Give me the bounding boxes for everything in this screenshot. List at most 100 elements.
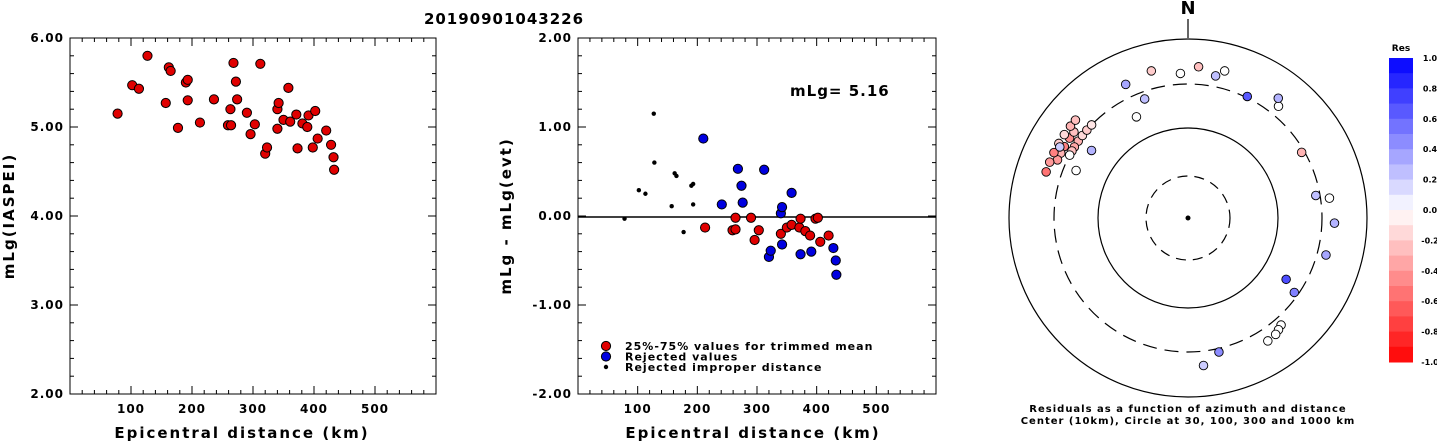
colorbar-label: 0.8 bbox=[1423, 84, 1437, 93]
colorbar-label: 0.0 bbox=[1423, 206, 1437, 215]
station-point bbox=[1071, 165, 1081, 176]
colorbar-cell bbox=[1389, 179, 1413, 196]
magnitude-point bbox=[133, 83, 145, 94]
rejected-distance-point bbox=[643, 191, 648, 196]
magnitude-point bbox=[261, 142, 273, 153]
station-point bbox=[1175, 68, 1186, 79]
rejected-value-point bbox=[716, 199, 727, 210]
axis-ticks: 100 200 300 400 500 2.00 3.00 4.00 5.00 6.00 bbox=[30, 31, 436, 416]
rejected-value-point bbox=[736, 180, 747, 191]
station-residual-points bbox=[1041, 62, 1340, 371]
rejected-distance-point bbox=[622, 216, 627, 221]
station-point bbox=[1059, 129, 1070, 140]
trimmed-mean-point bbox=[730, 224, 741, 235]
trimmed-mean-point bbox=[815, 236, 826, 247]
magnitude-point bbox=[302, 121, 313, 133]
colorbar-label: -0.6 bbox=[1421, 297, 1437, 306]
colorbar-cell bbox=[1389, 270, 1413, 287]
x-tick-label: 300 bbox=[239, 402, 267, 416]
rejected-distance-point bbox=[652, 160, 657, 165]
station-point bbox=[1120, 79, 1131, 90]
event-magnitude-annotation: mLg= 5.16 bbox=[790, 82, 890, 100]
y-tick-label: 6.00 bbox=[30, 31, 64, 45]
magnitude-point bbox=[272, 123, 283, 134]
legend-marker bbox=[600, 351, 612, 362]
station-point bbox=[1263, 336, 1273, 346]
station-point bbox=[1273, 101, 1284, 111]
magnitude-point bbox=[208, 94, 220, 105]
trimmed-mean-point bbox=[823, 230, 834, 241]
colorbar-label: -0.4 bbox=[1421, 267, 1437, 276]
rejected-distance-point bbox=[669, 204, 674, 209]
outer-circle-1000km bbox=[1008, 38, 1368, 398]
magnitude-point bbox=[283, 82, 294, 93]
magnitude-point bbox=[321, 125, 332, 136]
legend-marker bbox=[603, 364, 609, 370]
station-point bbox=[1296, 147, 1307, 158]
y-axis-label: mLg - mLg(evt) bbox=[497, 137, 515, 294]
rejected-distance-point bbox=[636, 187, 642, 193]
azimuth-residual-polar-plot: N Residuals as a function of azimuth and… bbox=[1008, 0, 1437, 427]
x-tick-label: 400 bbox=[300, 402, 328, 416]
station-point bbox=[1329, 218, 1340, 228]
magnitude-point bbox=[225, 104, 236, 115]
station-point bbox=[1055, 142, 1065, 152]
magnitude-point bbox=[160, 97, 171, 109]
colorbar-cell bbox=[1389, 210, 1413, 226]
circle-300km bbox=[1053, 83, 1323, 353]
magnitude-point bbox=[228, 57, 239, 69]
colorbar-cell bbox=[1389, 240, 1413, 257]
magnitude-point bbox=[307, 142, 318, 153]
colorbar-label: -0.2 bbox=[1421, 236, 1437, 245]
magnitude-point bbox=[225, 120, 237, 131]
rejected-value-point bbox=[732, 163, 744, 174]
station-point bbox=[1131, 112, 1142, 122]
magnitude-point bbox=[291, 109, 302, 120]
magnitude-point bbox=[182, 95, 193, 106]
colorbar-label: 1.0 bbox=[1423, 54, 1437, 63]
station-point bbox=[1146, 66, 1157, 76]
magnitude-point bbox=[325, 139, 337, 150]
station-point bbox=[1324, 193, 1335, 203]
magnitude-point bbox=[182, 74, 193, 85]
north-label: N bbox=[1180, 0, 1195, 19]
station-point bbox=[1065, 121, 1076, 131]
station-point bbox=[1289, 287, 1300, 298]
x-tick-label: 400 bbox=[803, 402, 831, 416]
colorbar-cell bbox=[1389, 286, 1413, 302]
x-axis-label: Epicentral distance (km) bbox=[625, 424, 880, 441]
magnitude-point bbox=[273, 97, 284, 109]
colorbar-label: -0.8 bbox=[1421, 328, 1437, 337]
caption-line-2: Center (10km), Circle at 30, 100, 300 an… bbox=[1021, 416, 1356, 427]
legend-label: 25%-75% values for trimmed mean bbox=[625, 340, 873, 353]
station-point bbox=[1242, 91, 1253, 102]
rejected-value-point bbox=[786, 187, 797, 198]
station-point bbox=[1198, 360, 1209, 371]
residual-vs-distance-plot: 100 200 300 400 500 -2.00 -1.00 0.00 1.00 2.00 mL… bbox=[497, 31, 937, 442]
magnitude-point bbox=[165, 65, 176, 77]
legend-marker bbox=[600, 340, 612, 352]
y-tick-label: 3.00 bbox=[30, 298, 64, 312]
data-points bbox=[112, 50, 340, 175]
colorbar-cell bbox=[1389, 103, 1413, 120]
station-point bbox=[1139, 94, 1150, 104]
magnitude-point bbox=[310, 105, 321, 117]
trimmed-mean-point bbox=[805, 230, 816, 241]
y-tick-label: 0.00 bbox=[538, 209, 572, 223]
station-point bbox=[1193, 62, 1204, 72]
x-tick-label: 300 bbox=[743, 402, 771, 416]
station-point bbox=[1214, 347, 1224, 357]
colorbar-cell bbox=[1389, 316, 1413, 333]
colorbar-cell bbox=[1389, 73, 1413, 89]
colorbar-cell bbox=[1389, 225, 1413, 241]
magnitude-point bbox=[312, 133, 323, 144]
trimmed-mean-point bbox=[753, 225, 764, 236]
colorbar-title: Res bbox=[1392, 44, 1410, 54]
station-point bbox=[1281, 274, 1291, 285]
station-point bbox=[1070, 115, 1081, 125]
magnitude-point bbox=[241, 107, 252, 118]
colorbar-cell bbox=[1389, 194, 1413, 211]
axis-ticks: 100 200 300 400 500 -2.00 -1.00 0.00 1.00 2.00 bbox=[532, 31, 936, 416]
legend-label: Rejected values bbox=[625, 351, 738, 364]
